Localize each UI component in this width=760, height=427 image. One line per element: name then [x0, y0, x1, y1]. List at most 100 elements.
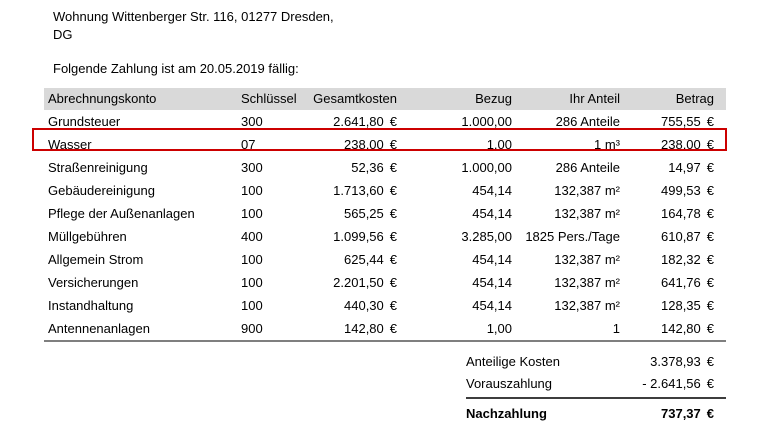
amount-value: 2.201,50: [333, 275, 384, 290]
cell-gesamtkosten: 2.201,50 €: [301, 271, 397, 294]
cell-bezug: 454,14: [472, 275, 512, 290]
cell-betrag: 641,76 €: [620, 271, 714, 294]
summary-block: Anteilige Kosten 3.378,93 € Vorauszahlung - …: [466, 351, 726, 423]
currency-symbol: €: [389, 229, 397, 244]
cell-gesamtkosten: 238,00 €: [301, 133, 397, 156]
amount-value: 52,36: [351, 160, 384, 175]
cell-betrag: 164,78 €: [620, 202, 714, 225]
cell-konto: Pflege der Außenanlagen: [48, 206, 195, 221]
table-row: Gebäudereinigung 100 1.713,60 €454,14 132,38…: [44, 179, 726, 202]
currency-symbol: €: [706, 275, 714, 290]
cell-gesamtkosten: 1.713,60 €: [301, 179, 397, 202]
column-header-0: Abrechnungskonto: [48, 91, 157, 106]
cell-anteil: 1: [612, 321, 620, 336]
table-row: Wasser 07 238,00 €1,00 1 m³ 238,00 €: [32, 128, 727, 156]
cell-gesamtkosten: 565,25 €: [301, 202, 397, 225]
cell-gesamtkosten: 52,36 €: [301, 156, 397, 179]
currency-symbol: €: [389, 252, 397, 267]
amount-value: 755,55: [661, 114, 701, 129]
cell-gesamtkosten: 1.099,56 €: [301, 225, 397, 248]
currency-symbol: €: [706, 376, 714, 391]
currency-symbol: €: [706, 354, 714, 369]
currency-symbol: €: [706, 206, 714, 221]
cell-gesamtkosten: 625,44 €: [301, 248, 397, 271]
currency-symbol: €: [706, 114, 714, 129]
table-row: Versicherungen 100 2.201,50 €454,14 132,387 …: [44, 271, 726, 294]
cell-schluessel: 300: [241, 114, 263, 129]
summary-row-2: Nachzahlung 737,37 €: [466, 397, 726, 423]
cell-betrag: 142,80 €: [620, 317, 714, 340]
cell-konto: Grundsteuer: [48, 114, 121, 129]
summary-label: Anteilige Kosten: [466, 354, 560, 369]
amount-value: 14,97: [668, 160, 701, 175]
cell-schluessel: 07: [241, 137, 256, 152]
cell-schluessel: 100: [241, 298, 263, 313]
amount-value: 499,53: [661, 183, 701, 198]
amount-value: 164,78: [661, 206, 701, 221]
cost-table: Abrechnungskonto Schlüssel Gesamtkosten Bez…: [32, 88, 727, 342]
currency-symbol: €: [389, 137, 397, 152]
currency-symbol: €: [389, 298, 397, 313]
summary-value: 3.378,93 €: [650, 351, 714, 373]
table-row: Straßenreinigung 300 52,36 €1.000,00 286 Ant…: [44, 156, 726, 179]
amount-value: 3.378,93: [650, 354, 701, 369]
cell-bezug: 1,00: [486, 321, 512, 336]
amount-value: 641,76: [661, 275, 701, 290]
amount-value: 182,32: [661, 252, 701, 267]
summary-value: - 2.641,56 €: [642, 373, 714, 395]
cell-bezug: 1,00: [486, 137, 512, 152]
summary-value: 737,37 €: [661, 403, 714, 423]
amount-value: - 2.641,56: [642, 376, 701, 391]
cell-anteil: 286 Anteile: [555, 114, 620, 129]
address-line-2: DG: [53, 27, 73, 42]
summary-row-0: Anteilige Kosten 3.378,93 €: [466, 351, 726, 373]
cell-anteil: 132,387 m²: [554, 298, 620, 313]
currency-symbol: €: [389, 114, 397, 129]
currency-symbol: €: [706, 298, 714, 313]
cell-betrag: 182,32 €: [620, 248, 714, 271]
cell-schluessel: 100: [241, 275, 263, 290]
cell-konto: Allgemein Strom: [48, 252, 144, 267]
table-row: Allgemein Strom 100 625,44 €454,14 132,387 m…: [44, 248, 726, 271]
cell-betrag: 128,35 €: [620, 294, 714, 317]
amount-value: 625,44: [344, 252, 384, 267]
amount-value: 440,30: [344, 298, 384, 313]
cell-bezug: 454,14: [472, 206, 512, 221]
amount-value: 142,80: [344, 321, 384, 336]
cell-anteil: 132,387 m²: [554, 206, 620, 221]
currency-symbol: €: [389, 160, 397, 175]
summary-label: Vorauszahlung: [466, 376, 553, 391]
amount-value: 2.641,80: [333, 114, 384, 129]
amount-value: 737,37: [661, 406, 701, 421]
cell-konto: Versicherungen: [48, 275, 139, 290]
cell-schluessel: 100: [241, 206, 263, 221]
currency-symbol: €: [389, 183, 397, 198]
amount-value: 142,80: [661, 321, 701, 336]
amount-value: 1.713,60: [333, 183, 384, 198]
amount-value: 128,35: [661, 298, 701, 313]
cell-gesamtkosten: 142,80 €: [301, 317, 397, 340]
column-header-5: Betrag: [675, 91, 714, 106]
cell-anteil: 286 Anteile: [555, 160, 620, 175]
currency-symbol: €: [389, 321, 397, 336]
amount-value: 238,00: [344, 137, 384, 152]
currency-symbol: €: [706, 229, 714, 244]
table-row: Müllgebühren 400 1.099,56 €3.285,00 1825 Per…: [44, 225, 726, 248]
cell-konto: Instandhaltung: [48, 298, 134, 313]
cell-betrag: 238,00 €: [620, 133, 714, 156]
column-header-2: Gesamtkosten: [313, 91, 397, 106]
currency-symbol: €: [389, 206, 397, 221]
cell-konto: Gebäudereinigung: [48, 183, 155, 198]
currency-symbol: €: [389, 275, 397, 290]
cell-bezug: 454,14: [472, 252, 512, 267]
column-header-1: Schlüssel: [241, 91, 297, 106]
table-body: Grundsteuer 300 2.641,80 €1.000,00 286 Antei…: [32, 110, 727, 340]
cell-bezug: 3.285,00: [461, 229, 512, 244]
cell-konto: Wasser: [48, 137, 92, 152]
cell-gesamtkosten: 440,30 €: [301, 294, 397, 317]
summary-label: Nachzahlung: [466, 406, 547, 421]
cell-betrag: 755,55 €: [620, 110, 714, 133]
amount-value: 610,87: [661, 229, 701, 244]
summary-row-1: Vorauszahlung - 2.641,56 €: [466, 373, 726, 395]
